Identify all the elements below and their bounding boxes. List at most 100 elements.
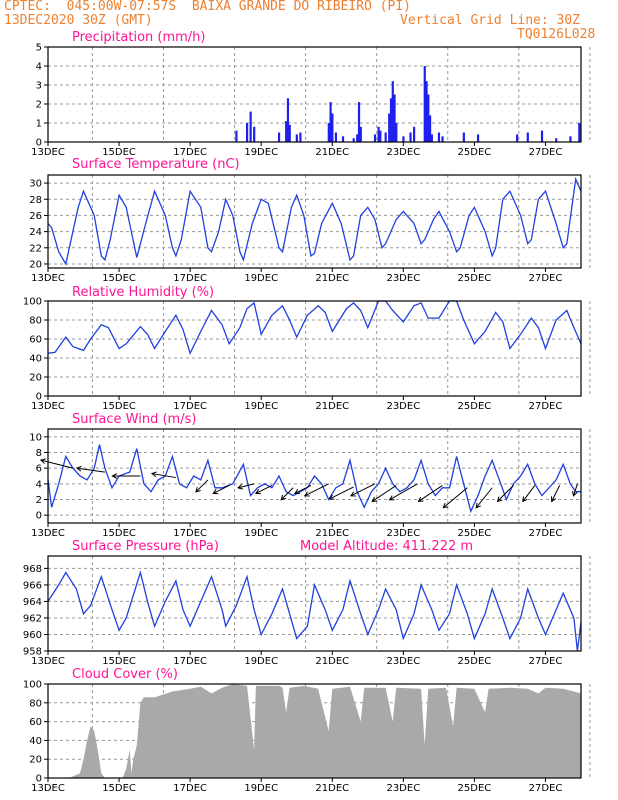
wind-vector-head: [280, 494, 287, 501]
precip-bar: [578, 123, 581, 142]
precip-bar: [334, 132, 338, 142]
panel-6-ytick-label: 80: [29, 698, 42, 709]
precip-bar: [327, 123, 330, 142]
panel-3-xtick-label: 13DEC: [31, 401, 65, 412]
wind-vector: [522, 485, 536, 502]
wind-vector: [418, 484, 443, 502]
panel-2-xtick-label: 17DEC: [173, 273, 207, 284]
panel-1-frame: [47, 46, 582, 143]
panel-3-xtick-label: 23DEC: [386, 401, 420, 412]
precip-bar: [425, 81, 428, 142]
wind-vector-head: [195, 486, 201, 493]
precip-bar: [295, 134, 298, 142]
panel-3-ytick-label: 60: [29, 335, 42, 346]
precip-bar: [391, 81, 394, 142]
panel-5-frame: [47, 555, 582, 652]
panel-3-ytick-label: 0: [36, 392, 42, 403]
precip-bar: [356, 134, 359, 142]
panel-6-ytick-label: 60: [29, 717, 42, 728]
panel-1-ytick-label: 0: [36, 138, 42, 149]
precip-bar: [235, 130, 238, 142]
panel-2-ytick-label: 28: [29, 195, 42, 206]
panel-6-xtick-label: 25DEC: [458, 783, 492, 794]
precip-bar: [359, 126, 362, 142]
precip-bar: [430, 134, 433, 142]
precip-bar: [569, 136, 572, 142]
panel-4-ytick-label: 2: [36, 495, 42, 506]
precip-bar: [331, 113, 334, 142]
panel-4-ytick-label: 8: [36, 448, 42, 459]
wind-vector: [237, 483, 255, 489]
panel-4-ytick-label: 0: [36, 511, 42, 522]
cloud-cover-area: [48, 684, 581, 778]
panel-1-xtick-label: 15DEC: [102, 147, 136, 158]
panel-6-ytick-label: 0: [36, 774, 42, 785]
panel-1-ytick-label: 2: [36, 100, 42, 111]
precip-bar: [341, 136, 345, 142]
wind-vector-head: [349, 491, 356, 497]
wind-vector: [389, 483, 418, 501]
panel-5-xtick-label: 17DEC: [173, 656, 207, 667]
wind-vector-head: [303, 491, 310, 497]
precip-bar: [299, 132, 302, 142]
panel-6-xtick-label: 19DEC: [244, 783, 278, 794]
panel-3-ytick-label: 100: [23, 297, 42, 308]
panel-5-ytick-label: 968: [23, 564, 42, 575]
panel-1-ytick-label: 1: [36, 119, 42, 130]
precip-bar: [286, 98, 290, 142]
wind-vector: [572, 483, 578, 496]
panel-2-xtick-label: 19DEC: [244, 273, 278, 284]
wind-vector: [294, 484, 312, 494]
panel-5-ytick-label: 962: [23, 613, 42, 624]
panel-6-ytick-label: 40: [29, 736, 42, 747]
panel-6-ytick-label: 20: [29, 755, 42, 766]
precip-bar: [441, 136, 444, 142]
panel-6-xtick-label: 13DEC: [31, 783, 65, 794]
panel-3-xtick-label: 27DEC: [529, 401, 563, 412]
panel-6-xtick-label: 27DEC: [529, 783, 563, 794]
panel-3-title: Relative Humidity (%): [72, 285, 214, 300]
panel-5-annotation: Model Altitude: 411.222 m: [300, 539, 473, 554]
precip-bar: [395, 123, 398, 142]
precip-bar: [377, 126, 380, 142]
panel-2-xtick-label: 15DEC: [102, 273, 136, 284]
panel-5-xtick-label: 13DEC: [31, 656, 65, 667]
panel-1-ytick-label: 3: [36, 81, 42, 92]
panel-4-xtick-label: 13DEC: [31, 528, 65, 539]
precip-bar: [329, 102, 332, 142]
wind-vector-head: [550, 496, 557, 503]
panel-5-xtick-label: 19DEC: [244, 656, 278, 667]
panel-1-title: Precipitation (mm/h): [72, 30, 205, 45]
panel-4-title: Surface Wind (m/s): [72, 412, 196, 427]
panel-6-xtick-label: 23DEC: [386, 783, 420, 794]
wind-vector-head: [371, 496, 378, 502]
precip-bar: [437, 132, 441, 142]
wind-vector: [195, 479, 209, 493]
panel-1-xtick-label: 17DEC: [173, 147, 207, 158]
panel-3-ytick-label: 80: [29, 316, 42, 327]
wind-vector-head: [39, 458, 46, 464]
panel-4-ytick-label: 4: [36, 479, 42, 490]
panel-5-ytick-label: 966: [23, 580, 42, 591]
precip-bar: [352, 138, 355, 142]
wind-vector: [212, 484, 230, 494]
wind-vector: [371, 484, 397, 502]
wind-vector-head: [475, 502, 481, 509]
precip-bar: [379, 130, 382, 142]
precip-bar: [526, 132, 529, 142]
panel-6-ytick-label: 100: [23, 680, 42, 691]
panel-4-ytick-label: 6: [36, 464, 42, 475]
precip-bar: [384, 132, 387, 142]
wind-vector-head: [442, 502, 449, 509]
precip-bar: [245, 123, 249, 142]
precip-bar: [402, 136, 405, 142]
panel-4-series-line: [47, 444, 581, 514]
wind-vector-head: [294, 489, 300, 495]
panel-3-xtick-label: 19DEC: [244, 401, 278, 412]
panel-5-ytick-label: 960: [23, 630, 42, 641]
precip-bar: [253, 126, 256, 142]
header-grid: Vertical Grid Line: 30Z: [400, 13, 581, 28]
wind-vector: [40, 459, 73, 469]
precip-bar: [409, 132, 412, 142]
panel-4-xtick-label: 15DEC: [102, 528, 136, 539]
